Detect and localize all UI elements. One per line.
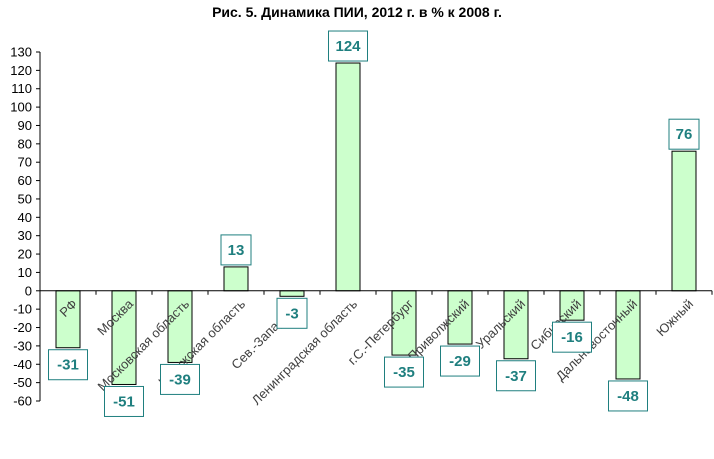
data-label: -35 — [384, 356, 424, 388]
y-tick-label: 80 — [18, 136, 32, 151]
bars — [55, 62, 697, 385]
data-label-text: -51 — [113, 393, 135, 410]
axes — [39, 52, 713, 401]
bar — [335, 62, 361, 292]
data-label-box — [608, 380, 648, 412]
data-label: -31 — [48, 349, 88, 381]
data-label-text: -39 — [169, 371, 191, 388]
data-label-text: -29 — [449, 353, 471, 370]
data-label-box — [668, 118, 700, 150]
y-axis-ticks: 1301201101009080706050403020100-10-20-30… — [10, 45, 40, 409]
data-label-box — [104, 385, 144, 417]
bar — [391, 290, 417, 356]
data-label-text: 124 — [335, 38, 361, 55]
data-label: -16 — [552, 321, 592, 353]
bar — [55, 290, 81, 349]
data-label-box — [496, 360, 536, 392]
data-label: -39 — [160, 363, 200, 395]
data-label-text: 76 — [676, 126, 693, 143]
category-label: Южный — [653, 296, 696, 339]
y-tick-label: 110 — [11, 81, 32, 96]
y-tick-label: -40 — [13, 357, 32, 372]
bar — [559, 290, 585, 321]
data-label-box — [220, 234, 252, 266]
data-label: -48 — [608, 380, 648, 412]
data-label-box — [440, 345, 480, 377]
y-tick-label: 60 — [18, 173, 32, 188]
data-label-box — [552, 321, 592, 353]
data-label-box — [384, 356, 424, 388]
data-label-box — [160, 363, 200, 395]
y-tick-label: 50 — [18, 191, 32, 206]
y-tick-label: -10 — [13, 302, 32, 317]
y-tick-label: 120 — [10, 63, 32, 78]
y-tick-label: 70 — [18, 155, 32, 170]
data-label-text: -3 — [285, 305, 298, 322]
y-tick-label: 130 — [10, 45, 32, 60]
bar — [223, 266, 249, 292]
data-label-box — [48, 349, 88, 381]
bar — [167, 290, 193, 363]
data-label-box — [328, 30, 368, 62]
data-label: -37 — [496, 360, 536, 392]
y-tick-label: 90 — [18, 118, 32, 133]
data-label-text: -31 — [57, 357, 79, 374]
bar — [671, 150, 697, 292]
data-label-text: -16 — [561, 329, 583, 346]
y-tick-label: 20 — [18, 247, 32, 262]
data-label: -3 — [276, 297, 308, 329]
y-tick-label: -20 — [13, 320, 32, 335]
bar — [447, 290, 473, 345]
data-label-text: -35 — [393, 364, 415, 381]
bar — [279, 290, 305, 297]
y-tick-label: 100 — [10, 100, 32, 115]
data-labels: -31 -51 -39 13 -3 124 -35 -29 -37 -16 -48 76 — [48, 30, 700, 417]
y-tick-label: 10 — [18, 265, 32, 280]
y-tick-label: 30 — [18, 228, 32, 243]
y-tick-label: -50 — [13, 375, 32, 390]
data-label-text: -48 — [617, 388, 639, 405]
data-label: 13 — [220, 234, 252, 266]
data-label-box — [276, 297, 308, 329]
y-tick-label: 0 — [25, 283, 32, 298]
y-tick-label: -30 — [13, 338, 32, 353]
data-label: -29 — [440, 345, 480, 377]
chart-title: Рис. 5. Динамика ПИИ, 2012 г. в % к 2008… — [212, 4, 502, 20]
y-tick-label: 40 — [18, 210, 32, 225]
data-label-text: -37 — [505, 368, 527, 385]
data-label: 124 — [328, 30, 368, 62]
data-label-text: 13 — [228, 242, 245, 259]
data-label: -51 — [104, 385, 144, 417]
data-label: 76 — [668, 118, 700, 150]
y-tick-label: -60 — [13, 394, 32, 409]
bar — [111, 290, 137, 385]
